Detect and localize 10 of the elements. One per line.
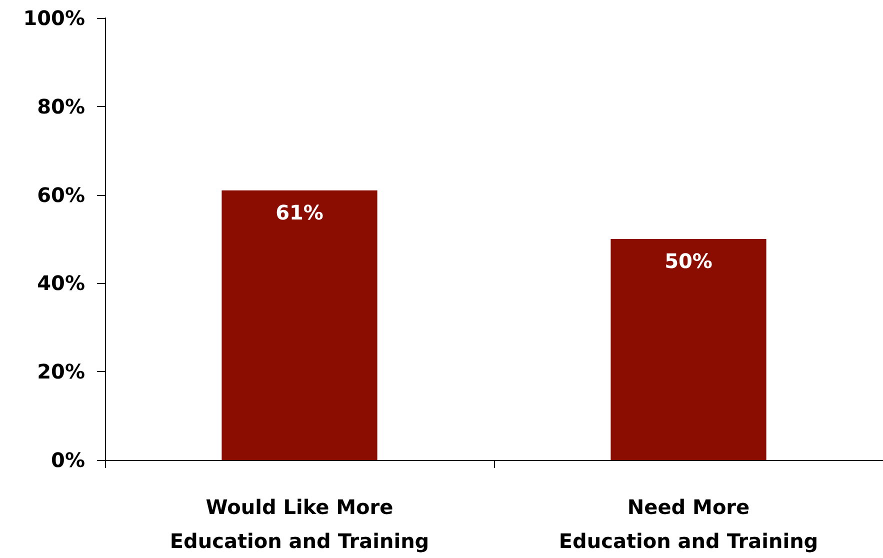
- data-label: 50%: [664, 249, 712, 273]
- y-tick-label: 60%: [37, 182, 85, 207]
- y-tick-label: 40%: [37, 271, 85, 296]
- y-tick-label: 100%: [23, 6, 85, 30]
- y-tick-label: 20%: [37, 360, 85, 384]
- data-label: 61%: [276, 200, 324, 224]
- y-tick-label: 80%: [37, 94, 85, 118]
- x-tick-label: Would Like More Education and Training: [170, 495, 430, 553]
- x-tick-label: Need More Education and Training: [558, 495, 818, 553]
- y-tick-label: 0%: [51, 448, 85, 472]
